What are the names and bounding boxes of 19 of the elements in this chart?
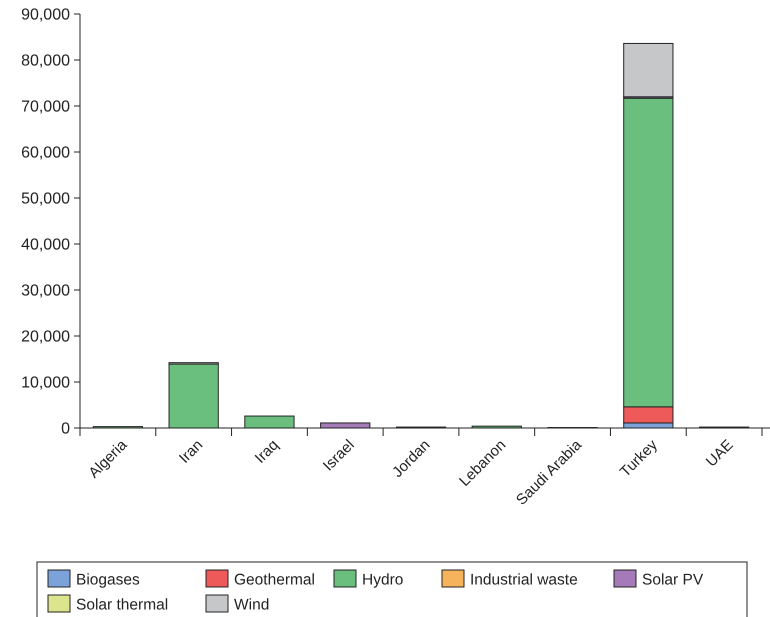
legend-label: Hydro — [362, 571, 404, 588]
y-tick-label: 10,000 — [21, 374, 70, 392]
y-tick-label: 50,000 — [21, 190, 70, 208]
y-tick-label: 80,000 — [21, 52, 70, 70]
legend-label: Biogases — [76, 571, 140, 588]
legend-label: Industrial waste — [470, 571, 578, 588]
y-tick-label: 70,000 — [21, 98, 70, 116]
legend-label: Solar thermal — [76, 596, 168, 614]
y-tick-label: 60,000 — [21, 144, 70, 162]
x-tick-label: Iran — [176, 436, 206, 467]
legend-label: Geothermal — [234, 571, 315, 588]
x-tick-label: Iraq — [252, 436, 282, 467]
y-tick-label: 20,000 — [21, 328, 70, 346]
y-tick-label: 30,000 — [21, 282, 70, 300]
legend-label: Solar PV — [642, 571, 704, 588]
legend-label: Wind — [234, 596, 270, 614]
y-tick-label: 90,000 — [21, 6, 70, 24]
y-tick-label: 0 — [61, 420, 70, 438]
y-tick-label: 40,000 — [21, 236, 70, 254]
